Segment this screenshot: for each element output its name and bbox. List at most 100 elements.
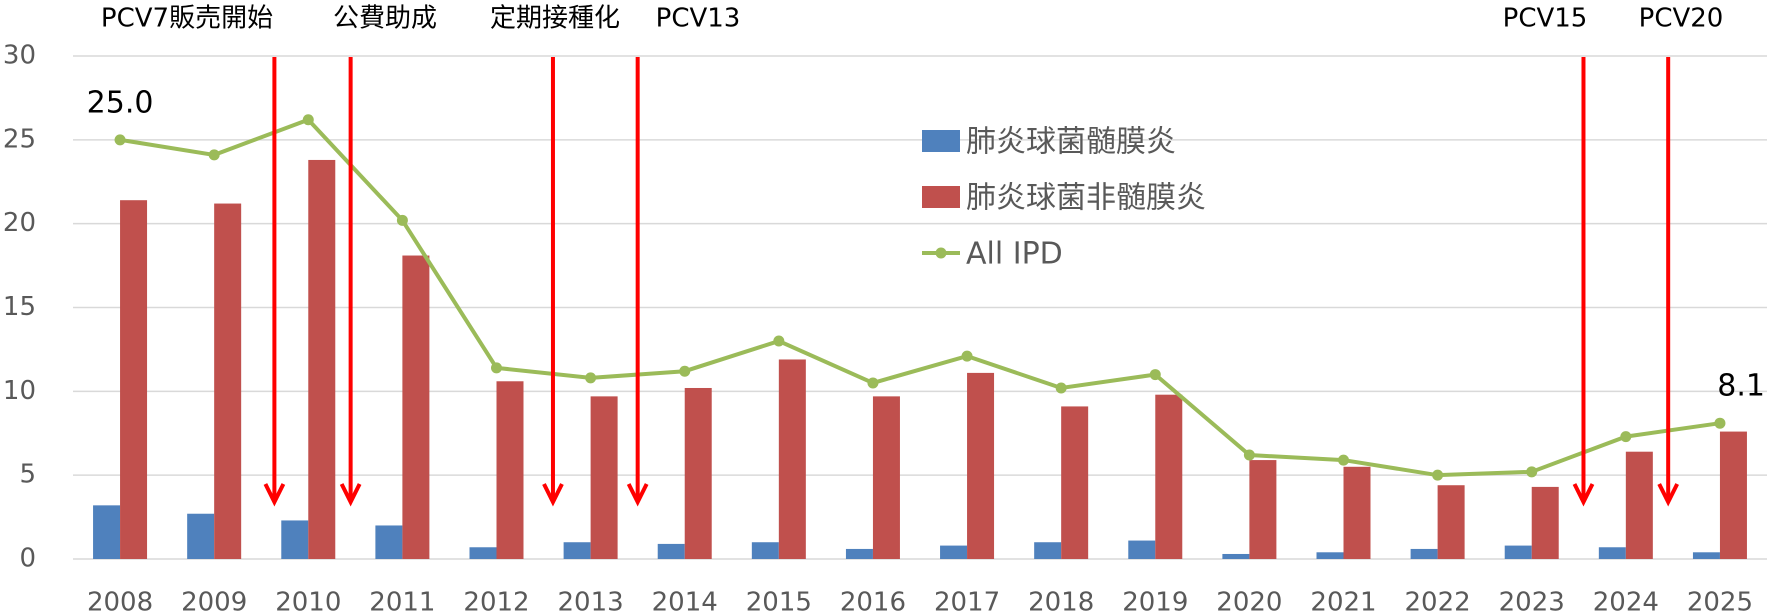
- x-tick-label: 2019: [1122, 588, 1188, 613]
- bar: [657, 543, 685, 559]
- bar: [845, 548, 873, 559]
- x-tick-label: 2018: [1028, 588, 1094, 613]
- arrow-head: [339, 483, 362, 507]
- bar: [214, 203, 242, 559]
- x-tick-label: 2009: [181, 588, 247, 613]
- bar: [1437, 485, 1465, 559]
- point: [114, 134, 126, 146]
- arrow-head: [263, 483, 286, 507]
- bar: [1531, 486, 1559, 559]
- bar: [469, 547, 497, 559]
- x-tick-label: 2012: [463, 588, 529, 613]
- bar: [751, 542, 779, 559]
- legend-swatch: [922, 186, 960, 208]
- bar: [1316, 552, 1344, 559]
- annotation: PCV15: [1503, 4, 1588, 34]
- bar: [1155, 394, 1183, 559]
- bar: [872, 396, 900, 559]
- arrow-head: [1657, 483, 1679, 507]
- point: [1149, 369, 1161, 381]
- y-tick-label: 15: [3, 292, 36, 322]
- x-tick-label: 2022: [1405, 588, 1471, 613]
- y-tick-label: 20: [3, 208, 36, 238]
- x-tick-label: 2016: [840, 588, 906, 613]
- point: [1432, 469, 1444, 481]
- bar: [1692, 552, 1720, 559]
- point: [1526, 466, 1538, 478]
- bar: [590, 396, 618, 559]
- bar: [1222, 553, 1250, 559]
- y-tick-label: 0: [19, 544, 36, 574]
- point: [961, 350, 973, 362]
- point: [1338, 454, 1349, 466]
- bar: [187, 513, 215, 559]
- point: [396, 214, 408, 226]
- x-tick-label: 2021: [1310, 588, 1376, 613]
- bar: [1249, 460, 1277, 559]
- point: [585, 372, 597, 384]
- arrow-head: [542, 483, 564, 507]
- legend-label: 肺炎球菌非髄膜炎: [966, 181, 1206, 216]
- bar: [281, 520, 309, 559]
- bar: [1061, 406, 1089, 559]
- x-tick-label: 2011: [369, 588, 435, 613]
- point: [679, 365, 691, 377]
- bar: [402, 255, 430, 560]
- bar: [684, 387, 712, 559]
- x-tick-label: 2023: [1499, 588, 1565, 613]
- point: [1620, 431, 1632, 443]
- annotation: PCV20: [1639, 4, 1724, 34]
- bar: [375, 525, 403, 559]
- x-tick-label: 2024: [1593, 588, 1659, 613]
- value-label: 8.1: [1717, 369, 1765, 404]
- point: [773, 335, 785, 347]
- legend-label: All IPD: [966, 237, 1063, 272]
- point: [302, 114, 314, 126]
- y-tick-label: 5: [19, 460, 36, 490]
- legend-swatch: [922, 130, 960, 152]
- x-tick-label: 2020: [1216, 588, 1282, 613]
- x-tick-label: 2025: [1687, 588, 1753, 613]
- x-tick-label: 2014: [652, 588, 718, 613]
- point: [1055, 382, 1067, 394]
- bar: [967, 372, 995, 559]
- point: [867, 377, 879, 389]
- legend-swatch: [935, 247, 947, 259]
- annotation: 定期接種化: [490, 4, 620, 34]
- annotation: PCV7販売開始: [101, 4, 273, 34]
- bar: [778, 359, 806, 559]
- bar: [563, 542, 591, 559]
- bar: [1719, 431, 1747, 559]
- legend-label: 肺炎球菌髄膜炎: [966, 125, 1176, 160]
- bar: [308, 159, 336, 559]
- value-label: 25.0: [87, 85, 154, 120]
- bar: [1504, 545, 1532, 559]
- point: [1243, 449, 1255, 461]
- bar: [1128, 540, 1156, 559]
- x-tick-label: 2008: [87, 588, 153, 613]
- bar: [1034, 542, 1062, 559]
- bar: [1410, 548, 1438, 559]
- bar: [1625, 451, 1653, 559]
- bar: [120, 200, 148, 559]
- y-tick-label: 10: [3, 376, 36, 406]
- bar: [496, 381, 524, 559]
- point: [1714, 417, 1726, 429]
- bar: [1598, 547, 1626, 559]
- bar: [1343, 466, 1371, 559]
- y-tick-label: 25: [3, 124, 36, 154]
- x-tick-label: 2013: [558, 588, 624, 613]
- bar: [940, 545, 968, 559]
- arrow-head: [1572, 483, 1595, 507]
- point: [491, 362, 502, 374]
- line: [119, 117, 1721, 478]
- annotation: PCV13: [656, 4, 741, 34]
- x-tick-label: 2015: [746, 588, 812, 613]
- x-tick-label: 2017: [934, 588, 1000, 613]
- arrow-head: [626, 483, 649, 507]
- x-tick-label: 2010: [275, 588, 341, 613]
- annotation: 公費助成: [333, 4, 437, 34]
- point: [208, 149, 220, 161]
- bar: [93, 505, 121, 559]
